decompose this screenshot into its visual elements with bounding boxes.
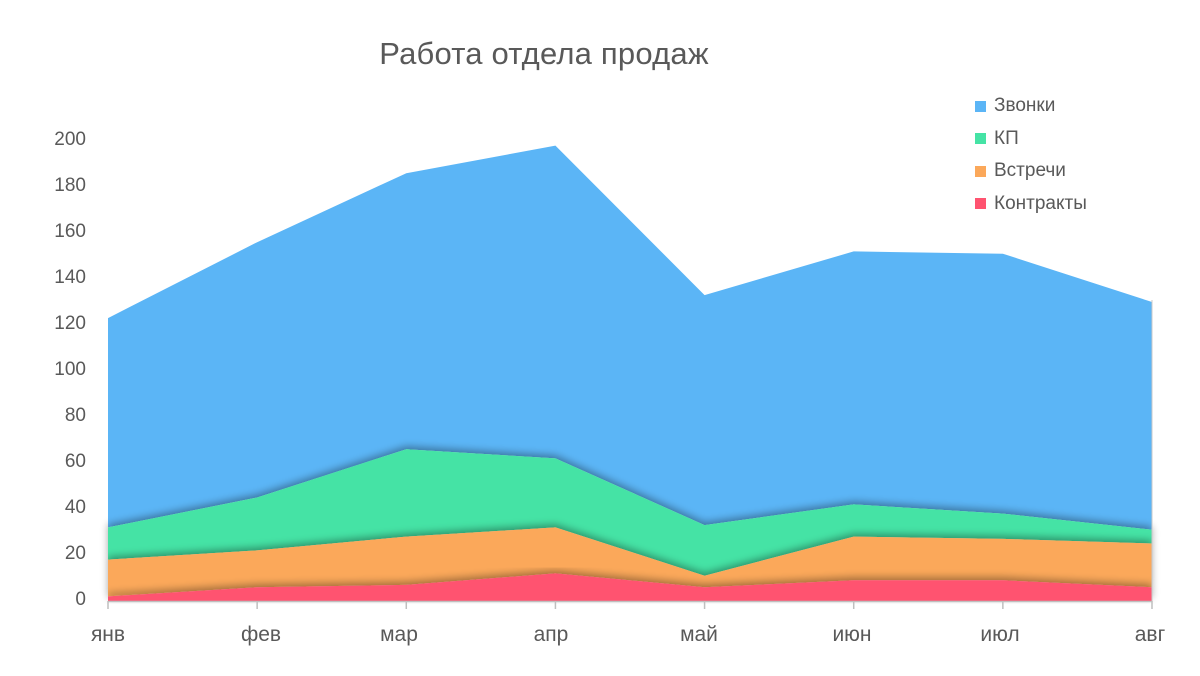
y-tick-label: 60 — [64, 451, 86, 472]
x-tick-label: мар — [380, 623, 418, 646]
legend: Звонки КП Встречи Контракты — [975, 90, 1087, 220]
chart-title: Работа отдела продаж — [379, 36, 709, 71]
legend-label: Контракты — [994, 192, 1087, 214]
legend-item-contracts[interactable]: Контракты — [975, 188, 1087, 221]
area-series-КП[interactable] — [108, 449, 1152, 576]
x-axis-ticks — [107, 601, 1153, 609]
area-series-Звонки[interactable] — [108, 145, 1152, 530]
y-tick-label: 160 — [54, 221, 86, 242]
y-tick-label: 140 — [54, 267, 86, 288]
x-tick-label: июл — [980, 623, 1020, 646]
y-tick-label: 0 — [75, 589, 86, 610]
legend-swatch-proposals-icon — [975, 133, 986, 145]
x-tick-label: апр — [533, 623, 569, 646]
area-series-Контракты[interactable] — [108, 573, 1152, 601]
area-series-Встречи[interactable] — [108, 527, 1152, 597]
legend-swatch-calls-icon — [975, 100, 986, 112]
x-tick-label: фев — [240, 623, 282, 646]
legend-item-proposals[interactable]: КП — [975, 123, 1087, 156]
legend-swatch-meetings-icon — [975, 165, 986, 177]
x-tick-label: авг — [1134, 623, 1166, 646]
y-tick-label: 80 — [64, 405, 86, 426]
y-tick-label: 20 — [64, 543, 86, 564]
x-tick-label: май — [680, 623, 718, 646]
legend-item-calls[interactable]: Звонки — [975, 90, 1087, 123]
stacked-areas — [108, 145, 1152, 601]
legend-label: Встречи — [994, 160, 1066, 182]
legend-label: КП — [994, 127, 1019, 149]
x-tick-label: янв — [90, 623, 126, 646]
legend-label: Звонки — [994, 95, 1056, 117]
legend-swatch-contracts-icon — [975, 198, 986, 210]
y-tick-label: 120 — [54, 313, 86, 334]
y-tick-label: 180 — [54, 175, 86, 196]
y-tick-label: 200 — [54, 129, 86, 150]
x-tick-label: июн — [832, 623, 872, 646]
legend-item-meetings[interactable]: Встречи — [975, 155, 1087, 188]
y-tick-label: 40 — [64, 497, 86, 518]
y-tick-label: 100 — [54, 359, 86, 380]
